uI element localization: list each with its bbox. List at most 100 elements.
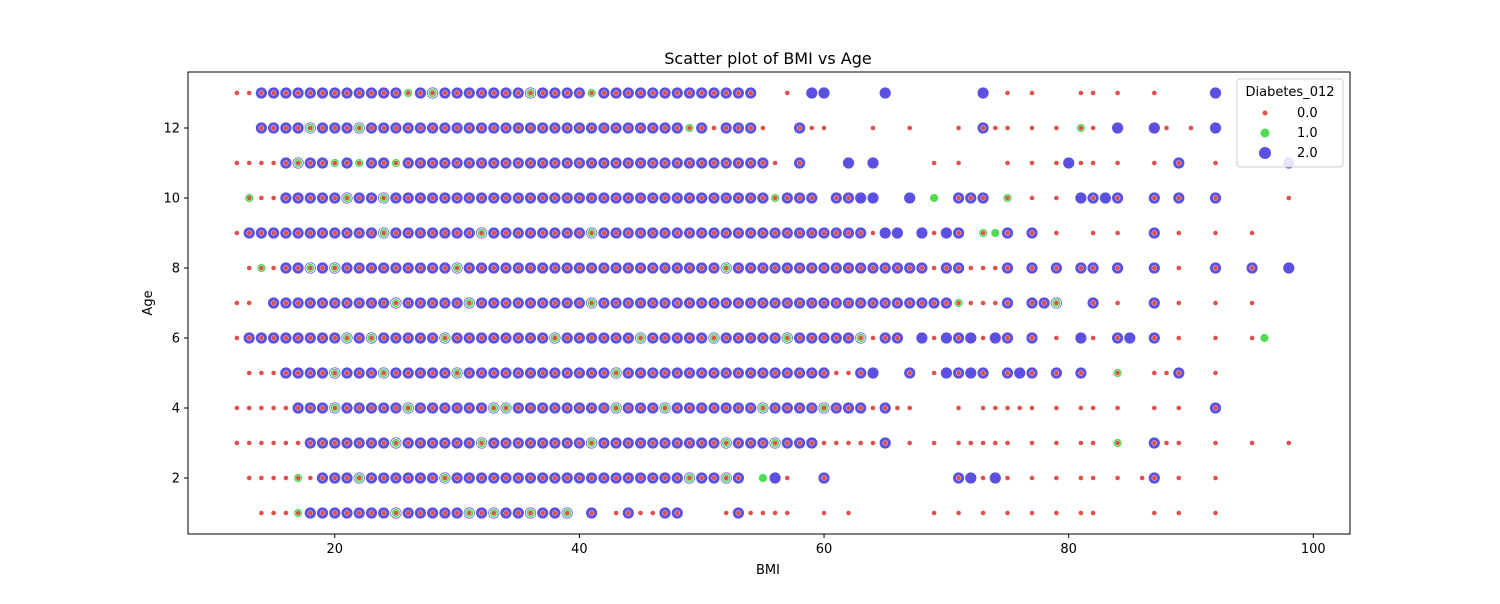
point-0-0: [332, 335, 338, 341]
point-0-0: [1212, 300, 1219, 306]
point-0-0: [381, 195, 387, 201]
point-0-0: [613, 475, 619, 481]
point-0-0: [784, 230, 790, 236]
point-0-0: [454, 265, 460, 271]
point-0-0: [809, 440, 815, 446]
point-0-0: [368, 230, 375, 236]
point-0-0: [809, 230, 815, 236]
point-0-0: [980, 475, 986, 481]
point-0-0: [650, 230, 656, 236]
point-0-0: [564, 300, 570, 306]
y-tick-label: 8: [172, 262, 180, 277]
point-0-0: [319, 160, 326, 166]
point-0-0: [955, 230, 962, 236]
point-2-0: [1282, 261, 1296, 275]
point-0-0: [429, 335, 436, 341]
point-2-0: [976, 86, 990, 100]
point-2-0: [866, 191, 880, 205]
point-0-0: [588, 440, 595, 446]
y-tick-label: 6: [172, 332, 180, 347]
point-0-0: [1151, 90, 1158, 96]
point-0-0: [919, 265, 925, 271]
point-0-0: [283, 335, 289, 341]
point-0-0: [564, 230, 570, 236]
point-0-0: [1078, 405, 1084, 411]
point-0-0: [686, 300, 693, 306]
point-0-0: [515, 405, 521, 411]
point-0-0: [1114, 475, 1121, 481]
point-0-0: [442, 90, 448, 96]
point-0-0: [699, 335, 705, 341]
point-0-0: [735, 90, 742, 96]
point-2-0: [891, 226, 904, 240]
point-0-0: [552, 510, 558, 516]
point-0-0: [674, 475, 680, 481]
point-0-0: [478, 300, 485, 306]
point-0-0: [980, 300, 986, 306]
point-0-0: [1004, 230, 1011, 236]
point-0-0: [980, 370, 986, 376]
point-0-0: [283, 195, 289, 201]
point-0-0: [907, 370, 913, 376]
point-0-0: [258, 510, 265, 516]
point-0-0: [796, 335, 803, 341]
point-0-0: [417, 300, 424, 306]
legend-label-2: 2.0: [1297, 146, 1318, 161]
point-0-0: [356, 195, 362, 201]
point-0-0: [381, 125, 387, 131]
point-0-0: [1053, 125, 1060, 131]
point-0-0: [393, 335, 399, 341]
point-2-0: [1074, 331, 1088, 345]
point-0-0: [332, 405, 338, 411]
point-0-0: [246, 300, 252, 306]
point-0-0: [674, 265, 680, 271]
point-0-0: [393, 370, 399, 376]
point-0-0: [576, 195, 583, 201]
point-0-0: [540, 300, 546, 306]
point-0-0: [515, 160, 521, 166]
point-0-0: [1114, 370, 1121, 376]
point-0-0: [1249, 440, 1255, 446]
point-0-0: [796, 265, 803, 271]
point-0-0: [356, 370, 362, 376]
point-0-0: [307, 160, 313, 166]
point-0-0: [368, 265, 375, 271]
point-0-0: [344, 440, 350, 446]
point-0-0: [662, 125, 668, 131]
point-0-0: [540, 230, 546, 236]
point-0-0: [1114, 440, 1121, 446]
point-0-0: [601, 265, 607, 271]
point-0-0: [907, 440, 913, 446]
point-0-0: [270, 230, 277, 236]
point-0-0: [552, 335, 558, 341]
point-0-0: [796, 230, 803, 236]
point-0-0: [503, 440, 509, 446]
point-0-0: [588, 475, 595, 481]
point-0-0: [882, 440, 888, 446]
point-0-0: [784, 265, 790, 271]
point-0-0: [576, 230, 583, 236]
point-0-0: [552, 195, 558, 201]
point-0-0: [381, 405, 387, 411]
point-0-0: [601, 230, 607, 236]
point-0-0: [833, 230, 839, 236]
point-0-0: [1053, 195, 1060, 201]
point-1-0: [1259, 333, 1270, 343]
point-0-0: [931, 335, 937, 341]
point-0-0: [307, 475, 313, 481]
point-0-0: [393, 510, 399, 516]
x-axis-label: BMI: [756, 563, 780, 578]
point-0-0: [650, 335, 656, 341]
point-0-0: [466, 475, 472, 481]
point-0-0: [307, 510, 313, 516]
point-0-0: [381, 370, 387, 376]
point-0-0: [417, 265, 424, 271]
point-0-0: [234, 440, 240, 446]
point-0-0: [466, 90, 472, 96]
point-0-0: [393, 125, 399, 131]
point-0-0: [894, 300, 901, 306]
point-0-0: [270, 370, 277, 376]
point-0-0: [564, 440, 570, 446]
point-0-0: [907, 300, 913, 306]
point-0-0: [1176, 510, 1182, 516]
